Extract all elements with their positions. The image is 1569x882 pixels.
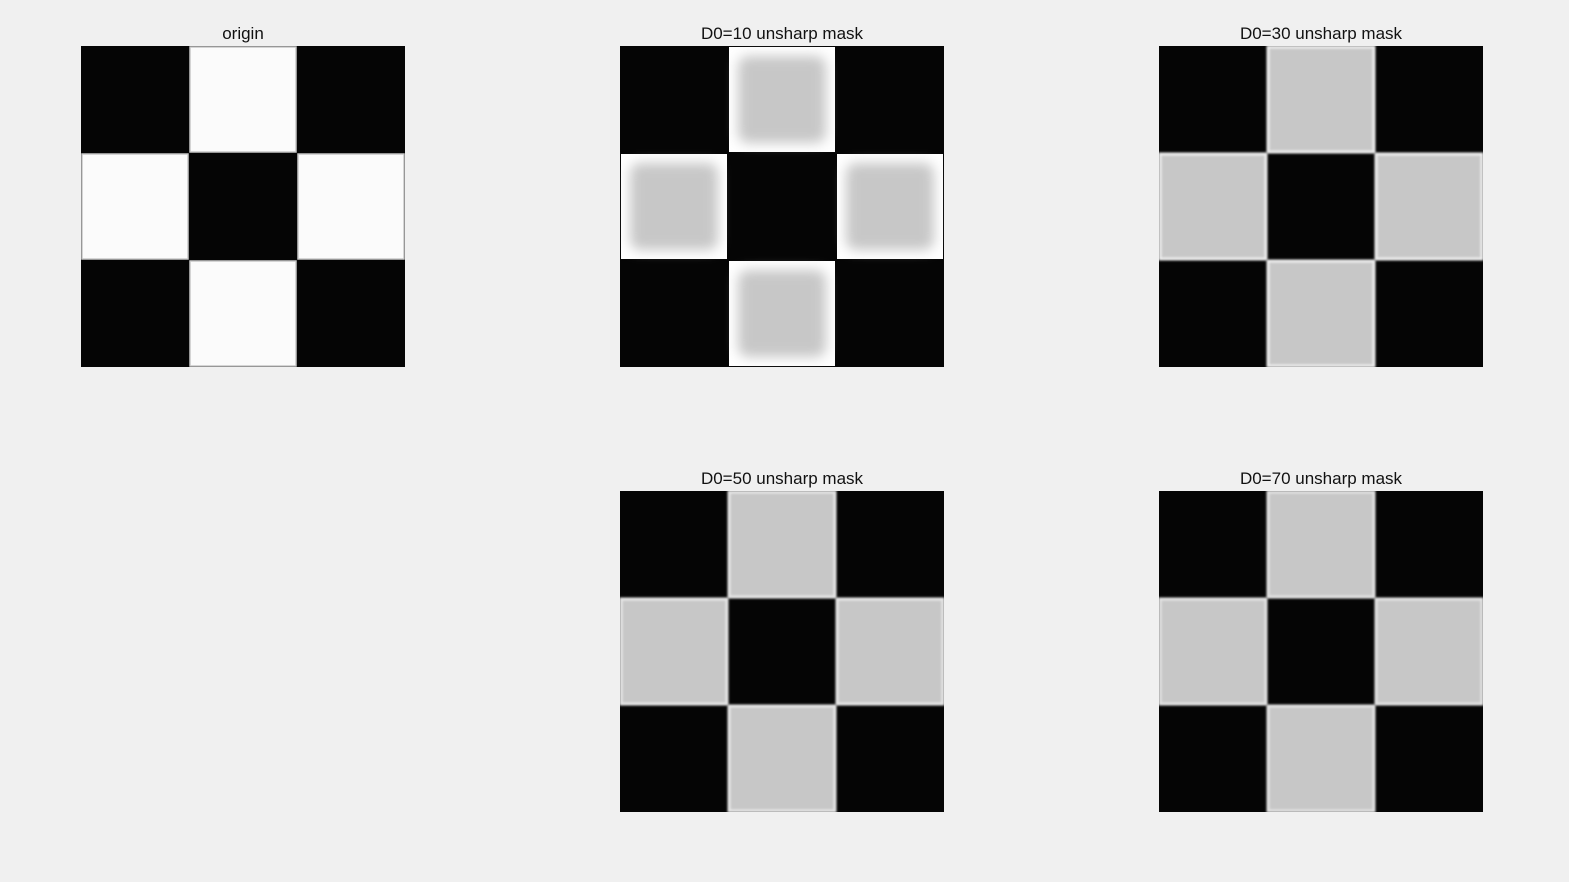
light-square [1266, 704, 1376, 812]
light-square [835, 597, 944, 706]
light-square [81, 153, 189, 260]
light-square [620, 597, 729, 706]
light-square-core [738, 270, 826, 357]
d0-30-title: D0=30 unsharp mask [1239, 24, 1403, 43]
d0-50-image [620, 491, 944, 812]
light-square-core [846, 163, 934, 250]
light-square [1266, 46, 1376, 154]
light-square [1374, 597, 1483, 706]
light-square [1266, 259, 1376, 367]
light-square [727, 491, 837, 599]
d0-10-image [620, 46, 944, 367]
origin-title: origin [222, 24, 264, 43]
origin-image [81, 46, 405, 367]
d0-10-title: D0=10 unsharp mask [700, 24, 864, 43]
light-square [1266, 491, 1376, 599]
d0-70-title: D0=70 unsharp mask [1239, 469, 1403, 488]
d0-70-image [1159, 491, 1483, 812]
light-square-core [630, 163, 718, 250]
light-square [297, 153, 405, 260]
light-square-core [738, 56, 826, 143]
light-square [189, 46, 297, 153]
light-square [1159, 597, 1268, 706]
d0-50-title: D0=50 unsharp mask [700, 469, 864, 488]
light-square [1374, 152, 1483, 261]
light-square [189, 260, 297, 367]
light-square [1159, 152, 1268, 261]
d0-30-image [1159, 46, 1483, 367]
light-square [727, 704, 837, 812]
